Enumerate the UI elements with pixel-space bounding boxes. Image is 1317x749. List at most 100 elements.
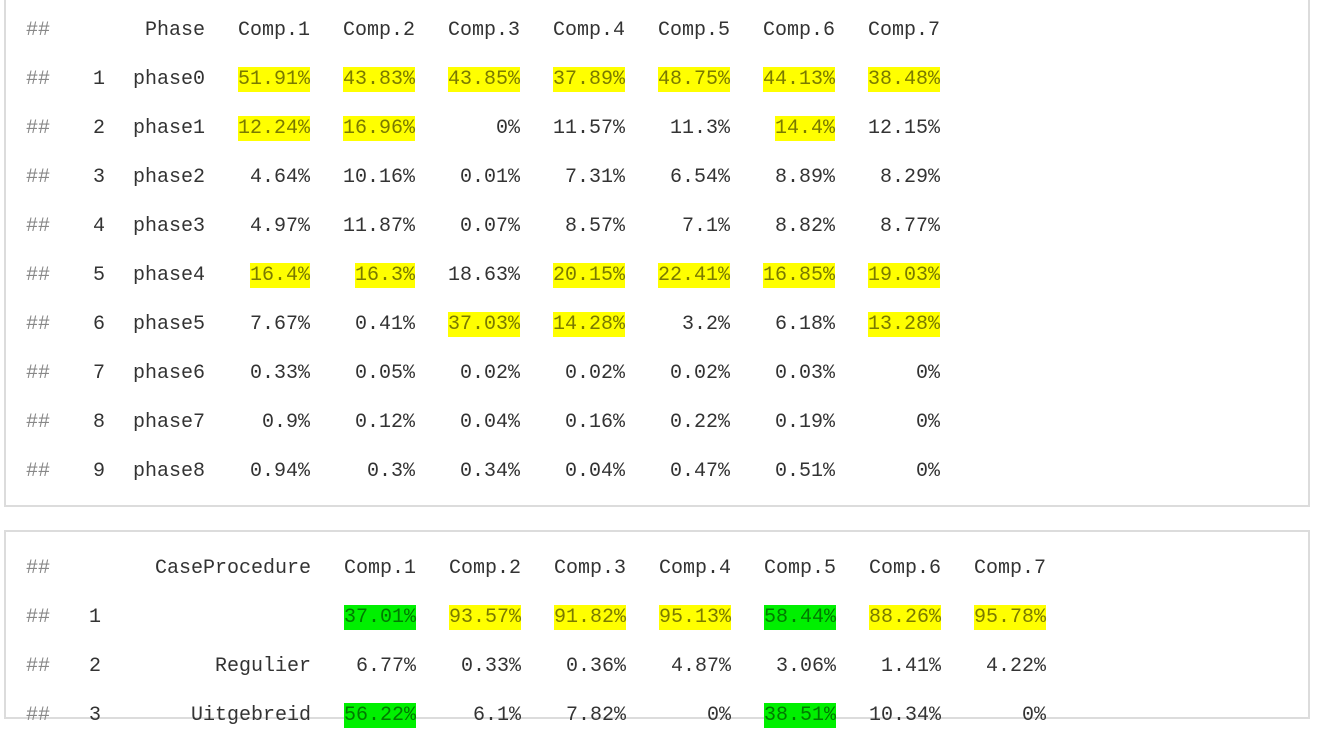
row-index: 8: [92, 411, 105, 434]
value-cell: 7.67%: [205, 300, 310, 349]
table-row: ## 7 phase6 0.33% 0.05% 0.02% 0.02% 0.02% 0.03% 0…: [26, 349, 940, 398]
table-row: ## 3 phase2 4.64% 10.16% 0.01% 7.31% 6.54% 8.89%…: [26, 153, 940, 202]
comment-prefix: ##: [26, 215, 51, 238]
value-text: 0.04%: [564, 460, 625, 483]
value-cell: 0.04%: [415, 398, 520, 447]
value-cell: 7.82%: [521, 691, 626, 740]
value-cell: 0.19%: [730, 398, 835, 447]
value-cell: 37.01%: [311, 593, 416, 642]
table-row: ## 2 Regulier 6.77% 0.33% 0.36% 4.87% 3.06% 1.41…: [26, 642, 1046, 691]
value-cell: 22.41%: [625, 251, 730, 300]
value-text: 0.19%: [774, 411, 835, 434]
row-index: 9: [92, 460, 105, 483]
value-text: 12.15%: [867, 117, 940, 140]
value-cell: 0.01%: [415, 153, 520, 202]
value-text: 0.9%: [261, 411, 310, 434]
table-row: ## 5 phase4 16.4% 16.3% 18.63% 20.15% 22.41% 16.…: [26, 251, 940, 300]
value-text: 0%: [915, 411, 940, 434]
value-text: 0.3%: [366, 460, 415, 483]
row-label: phase0: [132, 68, 205, 91]
value-cell: 14.28%: [520, 300, 625, 349]
value-text: 8.57%: [564, 215, 625, 238]
column-header: Comp.5: [763, 557, 836, 580]
value-cell: 0.51%: [730, 447, 835, 496]
column-header: Comp.4: [552, 19, 625, 42]
value-text: 0%: [915, 460, 940, 483]
row-label: phase3: [132, 215, 205, 238]
index-header: [81, 544, 101, 593]
value-text: 3.2%: [681, 313, 730, 336]
value-text: 0.05%: [354, 362, 415, 385]
value-text: 0.41%: [354, 313, 415, 336]
column-header: Comp.3: [447, 19, 520, 42]
row-index: 4: [92, 215, 105, 238]
value-text: 7.82%: [565, 704, 626, 727]
value-text: 13.28%: [867, 312, 940, 337]
column-header: Comp.1: [237, 19, 310, 42]
value-text: 48.75%: [657, 67, 730, 92]
comment-prefix: ##: [26, 655, 51, 678]
value-cell: 6.54%: [625, 153, 730, 202]
value-text: 14.4%: [774, 116, 835, 141]
value-cell: 0.34%: [415, 447, 520, 496]
value-cell: 11.57%: [520, 104, 625, 153]
header-row: ## CaseProcedure Comp.1 Comp.2 Comp.3 Comp.4 C…: [26, 544, 1046, 593]
table-row: ## 6 phase5 7.67% 0.41% 37.03% 14.28% 3.2% 6.18%…: [26, 300, 940, 349]
value-cell: 91.82%: [521, 593, 626, 642]
value-cell: 48.75%: [625, 55, 730, 104]
comment-prefix: ##: [26, 362, 51, 385]
value-cell: 56.22%: [311, 691, 416, 740]
value-text: 4.97%: [249, 215, 310, 238]
value-text: 0%: [495, 117, 520, 140]
value-text: 20.15%: [552, 263, 625, 288]
value-cell: 16.3%: [310, 251, 415, 300]
row-label: phase7: [132, 411, 205, 434]
value-text: 19.03%: [867, 263, 940, 288]
value-cell: 0.9%: [205, 398, 310, 447]
value-text: 16.4%: [249, 263, 310, 288]
value-text: 0.07%: [459, 215, 520, 238]
comment-prefix: ##: [26, 68, 51, 91]
value-text: 8.82%: [774, 215, 835, 238]
table-row: ## 2 phase1 12.24% 16.96% 0% 11.57% 11.3% 14.4% 1…: [26, 104, 940, 153]
comment-prefix: ##: [26, 557, 51, 580]
comment-prefix: ##: [26, 411, 51, 434]
value-text: 58.44%: [763, 605, 836, 630]
value-text: 16.96%: [342, 116, 415, 141]
value-cell: 0.22%: [625, 398, 730, 447]
value-cell: 95.78%: [941, 593, 1046, 642]
value-text: 37.03%: [447, 312, 520, 337]
row-index: 6: [92, 313, 105, 336]
column-header: Comp.7: [973, 557, 1046, 580]
column-header: Comp.6: [868, 557, 941, 580]
value-text: 6.1%: [472, 704, 521, 727]
value-text: 8.77%: [879, 215, 940, 238]
value-text: 0%: [1021, 704, 1046, 727]
value-cell: 4.64%: [205, 153, 310, 202]
row-label: phase1: [132, 117, 205, 140]
column-header: Comp.2: [342, 19, 415, 42]
value-text: 0.47%: [669, 460, 730, 483]
value-cell: 0.05%: [310, 349, 415, 398]
value-cell: 19.03%: [835, 251, 940, 300]
value-text: 88.26%: [868, 605, 941, 630]
value-cell: 11.87%: [310, 202, 415, 251]
value-text: 16.85%: [762, 263, 835, 288]
column-header: Comp.7: [867, 19, 940, 42]
value-cell: 8.89%: [730, 153, 835, 202]
value-text: 93.57%: [448, 605, 521, 630]
value-cell: 8.57%: [520, 202, 625, 251]
value-text: 0.33%: [460, 655, 521, 678]
value-text: 0.03%: [774, 362, 835, 385]
header-row: ## Phase Comp.1 Comp.2 Comp.3 Comp.4 Comp.5 Com…: [26, 6, 940, 55]
index-header: [81, 6, 105, 55]
value-text: 11.57%: [552, 117, 625, 140]
value-cell: 0%: [626, 691, 731, 740]
value-cell: 43.83%: [310, 55, 415, 104]
value-text: 1.41%: [880, 655, 941, 678]
row-index: 7: [92, 362, 105, 385]
table-row: ## 4 phase3 4.97% 11.87% 0.07% 8.57% 7.1% 8.82% 8…: [26, 202, 940, 251]
value-text: 22.41%: [657, 263, 730, 288]
value-text: 37.89%: [552, 67, 625, 92]
value-text: 0.36%: [565, 655, 626, 678]
